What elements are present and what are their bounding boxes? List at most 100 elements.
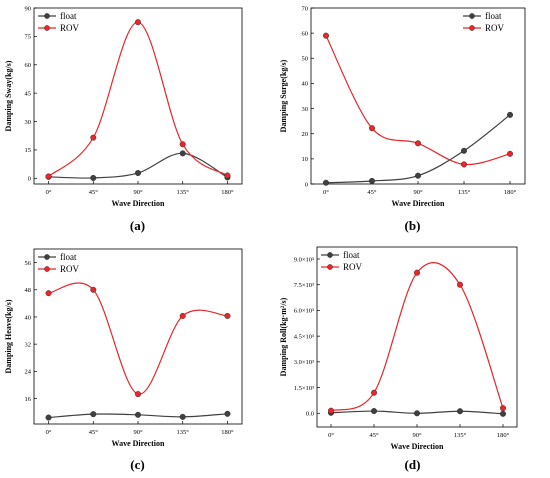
data-point-rov bbox=[179, 141, 186, 148]
data-point-rov bbox=[134, 391, 141, 398]
y-axis-title: Damping Sway(kg/s) bbox=[4, 60, 13, 131]
data-point-rov bbox=[224, 312, 231, 319]
data-point-rov bbox=[45, 173, 52, 180]
data-point-rov bbox=[414, 140, 421, 147]
x-tick-label: 45° bbox=[89, 189, 99, 196]
panel-caption: (c) bbox=[130, 457, 145, 472]
x-tick-label: 0° bbox=[328, 432, 334, 439]
y-axis-title: Damping Roll(kg·m²/s) bbox=[279, 297, 288, 376]
y-tick-label: 0 bbox=[28, 176, 31, 183]
data-point-float bbox=[45, 414, 52, 421]
legend-label-float: float bbox=[343, 250, 360, 260]
legend-label-rov: ROV bbox=[60, 23, 80, 33]
plot-frame bbox=[33, 248, 243, 425]
chart-sway: 0 15 30 45 60 75 90 0° 45° 90° 135° 180° Wave Direct… bbox=[4, 5, 243, 208]
y-tick-label: 30 bbox=[302, 106, 309, 113]
x-tick-label: 180° bbox=[504, 189, 517, 196]
legend-label-float: float bbox=[60, 11, 77, 21]
x-tick-label: 0° bbox=[323, 189, 329, 196]
x-tick-label: 0° bbox=[46, 189, 52, 196]
y-tick-label: 45 bbox=[25, 90, 32, 97]
x-tick-label: 180° bbox=[221, 189, 234, 196]
x-tick-label: 90° bbox=[412, 432, 422, 439]
data-point-rov bbox=[90, 286, 97, 293]
legend-marker-float bbox=[44, 254, 50, 260]
panel-caption: (a) bbox=[129, 218, 146, 233]
data-point-rov bbox=[456, 281, 463, 288]
y-tick-label: 24 bbox=[25, 369, 32, 376]
legend-marker-rov bbox=[469, 25, 475, 31]
x-tick-label: 135° bbox=[177, 429, 190, 436]
y-tick-label: 56 bbox=[25, 260, 32, 267]
data-point-rov bbox=[368, 125, 375, 132]
legend-marker-rov bbox=[44, 266, 50, 272]
plot-frame bbox=[33, 7, 243, 185]
data-point-rov bbox=[328, 407, 335, 414]
series-line-rov bbox=[330, 262, 504, 412]
data-point-float bbox=[413, 410, 420, 417]
data-point-rov bbox=[90, 134, 97, 141]
data-point-rov bbox=[499, 405, 506, 412]
y-tick-label: 4.5×10³ bbox=[294, 333, 314, 340]
legend-label-rov: ROV bbox=[343, 262, 363, 272]
y-tick-label: 32 bbox=[25, 341, 32, 348]
data-point-rov bbox=[322, 32, 329, 39]
y-tick-label: 60 bbox=[25, 62, 32, 69]
y-tick-label: 75 bbox=[25, 34, 32, 41]
legend-marker-float bbox=[327, 252, 333, 258]
x-tick-label: 135° bbox=[177, 189, 190, 196]
data-point-float bbox=[90, 411, 97, 418]
data-point-rov bbox=[370, 389, 377, 396]
y-tick-label: 6.0×10³ bbox=[294, 308, 314, 315]
x-tick-label: 135° bbox=[458, 189, 471, 196]
data-point-float bbox=[179, 413, 186, 420]
x-tick-label: 180° bbox=[221, 429, 234, 436]
x-tick-label: 45° bbox=[369, 432, 379, 439]
panel-b: 0 10 20 30 40 50 60 70 0° 45° 90° 135° 180° Wave Dire… bbox=[275, 0, 550, 239]
data-point-float bbox=[461, 147, 468, 154]
x-axis-title: Wave Direction bbox=[391, 442, 445, 451]
y-tick-label: 10 bbox=[302, 156, 309, 163]
y-tick-label: 50 bbox=[302, 56, 309, 63]
data-point-rov bbox=[134, 19, 141, 26]
y-tick-label: 40 bbox=[302, 81, 309, 88]
legend-label-float: float bbox=[60, 252, 77, 262]
data-point-float bbox=[499, 410, 506, 417]
data-point-rov bbox=[413, 269, 420, 276]
x-axis-title: Wave Direction bbox=[392, 199, 446, 208]
x-tick-label: 135° bbox=[454, 432, 467, 439]
legend-label-rov: ROV bbox=[60, 264, 80, 274]
y-axis-title: Damping Heave(kg/s) bbox=[4, 299, 13, 373]
x-axis-title: Wave Direction bbox=[112, 439, 166, 448]
data-point-rov bbox=[507, 150, 514, 157]
y-tick-label: 3.0×10³ bbox=[294, 359, 314, 366]
y-tick-label: 9.0×10³ bbox=[294, 256, 314, 263]
y-tick-label: 7.5×10³ bbox=[294, 282, 314, 289]
series-line-rov bbox=[325, 35, 511, 166]
chart-surge: 0 10 20 30 40 50 60 70 0° 45° 90° 135° 180° Wave Dire… bbox=[279, 5, 526, 208]
y-tick-label: 40 bbox=[25, 314, 32, 321]
x-tick-label: 45° bbox=[89, 429, 99, 436]
data-point-float bbox=[414, 172, 421, 179]
data-point-rov bbox=[461, 161, 468, 168]
data-point-rov bbox=[45, 290, 52, 297]
legend-marker-rov bbox=[44, 25, 50, 31]
y-tick-label: 20 bbox=[302, 131, 309, 138]
legend-label-rov: ROV bbox=[485, 23, 505, 33]
y-tick-label: 15 bbox=[25, 147, 32, 154]
plot-frame bbox=[310, 7, 526, 185]
y-tick-label: 30 bbox=[25, 119, 32, 126]
y-tick-label: 0.0 bbox=[306, 411, 314, 418]
data-point-float bbox=[368, 177, 375, 184]
series-line-float bbox=[325, 114, 511, 184]
x-axis-title: Wave Direction bbox=[112, 199, 166, 208]
y-tick-label: 48 bbox=[25, 287, 32, 294]
x-tick-label: 90° bbox=[413, 189, 423, 196]
data-point-float bbox=[134, 411, 141, 418]
legend-marker-float bbox=[44, 13, 50, 19]
data-point-rov bbox=[179, 312, 186, 319]
panel-caption: (d) bbox=[404, 457, 421, 472]
x-tick-label: 180° bbox=[497, 432, 510, 439]
data-point-rov bbox=[224, 172, 231, 179]
